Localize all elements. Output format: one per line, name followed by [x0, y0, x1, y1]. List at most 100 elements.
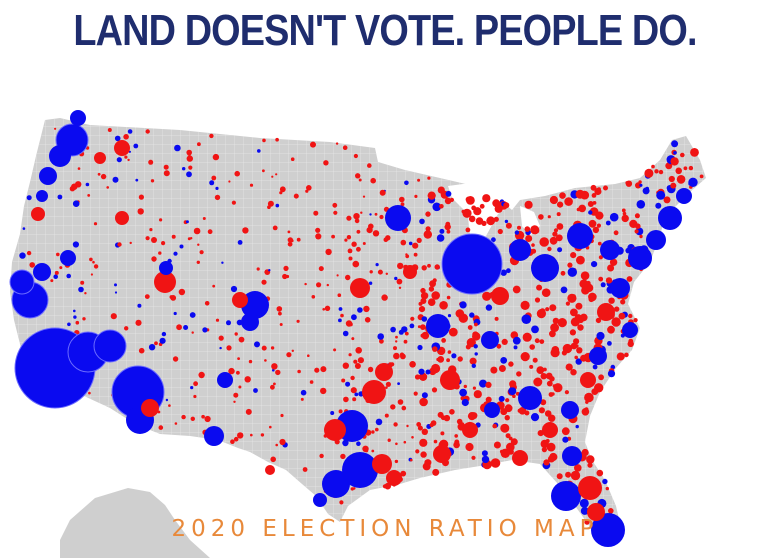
county-dot: [468, 215, 476, 223]
county-dot: [555, 234, 563, 242]
county-dot: [228, 367, 235, 375]
county-dot: [427, 176, 431, 180]
county-dot: [595, 317, 602, 324]
county-dot: [605, 220, 611, 226]
county-dot: [564, 197, 573, 206]
county-dot: [586, 455, 595, 464]
county-dot: [207, 229, 213, 235]
county-dot: [364, 317, 371, 323]
county-circle: [204, 426, 224, 446]
county-dot: [262, 169, 265, 173]
county-dot: [348, 353, 352, 357]
county-dot: [300, 397, 304, 401]
county-dot: [670, 157, 679, 166]
county-dot: [410, 316, 415, 321]
county-dot: [611, 317, 621, 327]
county-dot: [221, 261, 224, 264]
county-dot: [600, 282, 606, 288]
county-dot: [501, 338, 508, 345]
county-dot: [570, 308, 578, 317]
county-circle: [115, 211, 129, 225]
county-dot: [112, 176, 119, 183]
county-dot: [591, 388, 599, 395]
county-dot: [560, 286, 568, 294]
county-dot: [300, 389, 307, 396]
county-dot: [414, 374, 421, 380]
county-dot: [320, 366, 327, 373]
county-circle: [241, 291, 269, 319]
county-dot: [377, 269, 383, 275]
county-dot: [248, 359, 253, 364]
county-dot: [226, 345, 232, 351]
county-dot: [411, 436, 414, 439]
county-dot: [161, 241, 166, 246]
county-dot: [199, 250, 204, 255]
county-dot: [481, 455, 490, 464]
county-dot: [530, 413, 540, 422]
county-dot: [331, 234, 335, 239]
county-dot: [219, 346, 222, 350]
county-dot: [587, 462, 593, 468]
county-dot: [658, 169, 664, 175]
county-dot: [384, 413, 389, 418]
county-dot: [273, 382, 276, 386]
county-dot: [92, 260, 95, 264]
county-dot: [490, 458, 501, 468]
county-circle: [36, 190, 48, 202]
county-dot: [323, 160, 329, 166]
county-dot: [286, 352, 292, 358]
county-dot: [72, 241, 79, 248]
county-dot: [253, 388, 258, 393]
county-circle: [33, 263, 51, 281]
county-dot: [322, 308, 326, 311]
county-dot: [531, 243, 535, 247]
county-dot: [592, 364, 598, 370]
county-dot: [306, 185, 312, 191]
county-dot: [202, 217, 206, 220]
county-dot: [275, 369, 281, 376]
county-dot: [116, 157, 122, 163]
county-dot: [520, 300, 530, 310]
county-dot: [551, 392, 555, 396]
county-circle: [561, 401, 579, 419]
county-dot: [354, 218, 360, 224]
county-dot: [190, 237, 193, 240]
county-dot: [212, 284, 216, 288]
county-dot: [250, 433, 253, 437]
county-dot: [124, 326, 129, 331]
county-dot: [29, 262, 35, 268]
county-dot: [425, 211, 431, 217]
county-dot: [260, 433, 265, 437]
county-dot: [564, 390, 570, 395]
county-dot: [420, 451, 427, 458]
county-dot: [341, 378, 346, 383]
county-dot: [137, 208, 144, 215]
county-dot: [191, 331, 194, 334]
county-dot: [566, 345, 571, 350]
county-dot: [541, 447, 548, 453]
county-dot: [459, 301, 467, 309]
county-dot: [622, 211, 627, 216]
county-dot: [432, 468, 440, 476]
county-dot: [417, 425, 423, 431]
county-dot: [440, 415, 446, 421]
county-dot: [536, 284, 543, 291]
county-dot: [231, 200, 236, 205]
county-dot: [481, 220, 487, 226]
county-dot: [316, 282, 322, 288]
county-dot: [546, 380, 553, 387]
county-dot: [186, 171, 192, 178]
county-dot: [497, 228, 503, 235]
county-circle: [322, 470, 350, 498]
county-dot: [485, 396, 492, 403]
county-dot: [444, 223, 451, 231]
county-dot: [533, 377, 543, 387]
county-dot: [379, 214, 384, 220]
county-dot: [345, 381, 351, 387]
county-dot: [390, 362, 395, 367]
county-dot: [123, 134, 129, 140]
county-dot: [421, 392, 428, 399]
county-circle: [362, 380, 386, 404]
county-dot: [90, 273, 93, 276]
county-dot: [409, 323, 415, 329]
